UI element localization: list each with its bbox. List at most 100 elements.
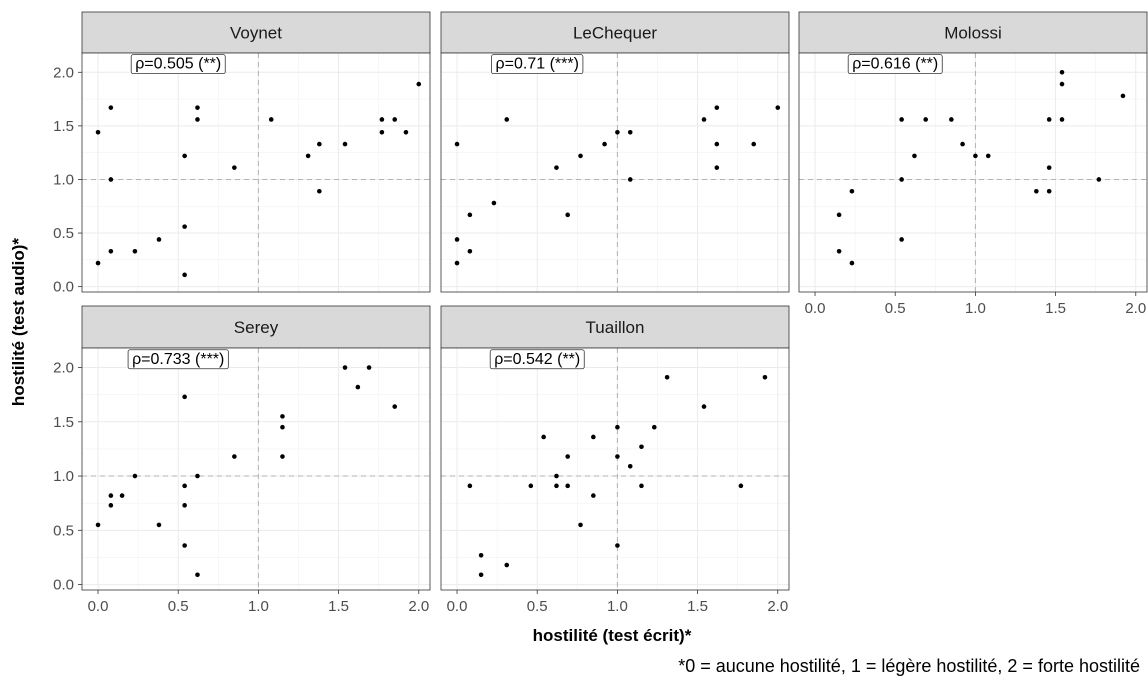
data-point xyxy=(1059,81,1065,87)
facet-strip-label: Tuaillon xyxy=(586,318,645,337)
data-point xyxy=(132,248,138,254)
data-point xyxy=(108,248,114,254)
facet-strip xyxy=(440,11,790,54)
data-point xyxy=(1059,117,1065,122)
data-point xyxy=(478,552,484,558)
correlation-label-box xyxy=(130,54,226,75)
x-tick-label: 0.0 xyxy=(88,598,109,615)
data-point xyxy=(454,141,460,147)
panel-background xyxy=(82,348,430,590)
data-point xyxy=(1046,165,1052,170)
data-point xyxy=(342,141,348,147)
data-point xyxy=(762,375,768,380)
data-point xyxy=(738,483,744,489)
y-axis-title: hostilité (test audio)* xyxy=(9,238,28,407)
x-tick-label: 1.0 xyxy=(248,598,269,615)
data-point xyxy=(899,177,904,182)
data-point xyxy=(379,117,385,122)
panel-border xyxy=(798,52,1148,293)
data-point xyxy=(627,177,633,182)
data-point xyxy=(232,454,237,459)
data-point xyxy=(280,454,285,459)
data-point xyxy=(565,483,570,489)
data-point xyxy=(775,105,781,110)
footnote: *0 = aucune hostilité, 1 = légère hostil… xyxy=(678,656,1140,676)
data-point xyxy=(504,562,510,568)
data-point xyxy=(591,434,596,440)
data-point xyxy=(305,153,311,159)
data-point xyxy=(182,543,187,548)
data-point xyxy=(985,153,991,159)
data-point xyxy=(836,212,842,218)
data-point xyxy=(1120,93,1126,99)
data-point xyxy=(182,483,187,489)
x-tick-label: 1.0 xyxy=(607,598,628,615)
data-point xyxy=(602,141,607,147)
data-point xyxy=(119,493,125,498)
data-point xyxy=(454,237,460,242)
panel-border xyxy=(440,52,790,293)
y-tick-label: 2.0 xyxy=(53,64,74,81)
data-point xyxy=(973,153,978,159)
panel-background xyxy=(82,53,430,292)
data-point xyxy=(108,177,114,182)
panel-background xyxy=(441,53,789,292)
data-point xyxy=(565,454,570,459)
data-point xyxy=(836,248,842,254)
data-point xyxy=(454,260,460,266)
x-tick-label: 1.5 xyxy=(1045,300,1066,317)
facet-strip-label: Molossi xyxy=(944,24,1002,43)
data-point xyxy=(379,130,385,135)
data-point xyxy=(899,237,904,242)
x-tick-label: 0.5 xyxy=(527,598,548,615)
data-point xyxy=(1034,188,1039,194)
x-axis-title: hostilité (test écrit)* xyxy=(533,626,692,645)
data-point xyxy=(156,237,162,242)
data-point xyxy=(554,165,559,170)
facet-strip xyxy=(798,11,1148,54)
correlation-label-box xyxy=(127,349,229,370)
x-tick-label: 2.0 xyxy=(408,598,429,615)
x-tick-label: 1.0 xyxy=(965,300,986,317)
y-tick-label: 2.0 xyxy=(53,360,74,377)
data-point xyxy=(195,572,200,578)
data-point xyxy=(280,424,285,430)
data-point xyxy=(627,130,633,135)
data-point xyxy=(108,493,114,498)
data-point xyxy=(491,200,497,206)
data-point xyxy=(355,384,361,390)
data-point xyxy=(156,522,162,528)
facet-strip-label: Serey xyxy=(234,318,279,337)
x-tick-label: 2.0 xyxy=(767,598,788,615)
correlation-label: ρ=0.542 (**) xyxy=(494,351,580,368)
correlation-label: ρ=0.71 (***) xyxy=(496,56,579,73)
panel-background xyxy=(441,348,789,590)
x-tick-label: 0.0 xyxy=(805,300,826,317)
data-point xyxy=(565,212,570,218)
data-point xyxy=(182,394,187,400)
data-point xyxy=(627,463,633,469)
panel-border xyxy=(81,347,431,591)
data-point xyxy=(467,248,473,254)
data-point xyxy=(849,188,855,194)
data-point xyxy=(651,424,657,430)
data-point xyxy=(639,444,644,450)
data-point xyxy=(132,473,138,479)
correlation-label-box xyxy=(491,54,584,75)
data-point xyxy=(1046,188,1052,194)
panel-background xyxy=(799,53,1147,292)
data-point xyxy=(95,522,101,528)
x-tick-label: 0.5 xyxy=(168,598,189,615)
data-point xyxy=(182,503,187,508)
data-point xyxy=(714,105,720,110)
data-point xyxy=(1059,69,1065,75)
data-point xyxy=(664,375,670,380)
panel-voynet: Voynet ρ=0.505 (**) xyxy=(81,11,431,293)
panels-layer: Voynet ρ=0.505 (**) LeChequer ρ=0.71 (***) M… xyxy=(81,11,1148,591)
data-point xyxy=(1096,177,1102,182)
data-point xyxy=(701,404,707,409)
data-point xyxy=(639,483,644,489)
data-point xyxy=(615,424,620,430)
panel-lechequer: LeChequer ρ=0.71 (***) xyxy=(440,11,790,293)
x-tick-label: 0.0 xyxy=(447,598,468,615)
